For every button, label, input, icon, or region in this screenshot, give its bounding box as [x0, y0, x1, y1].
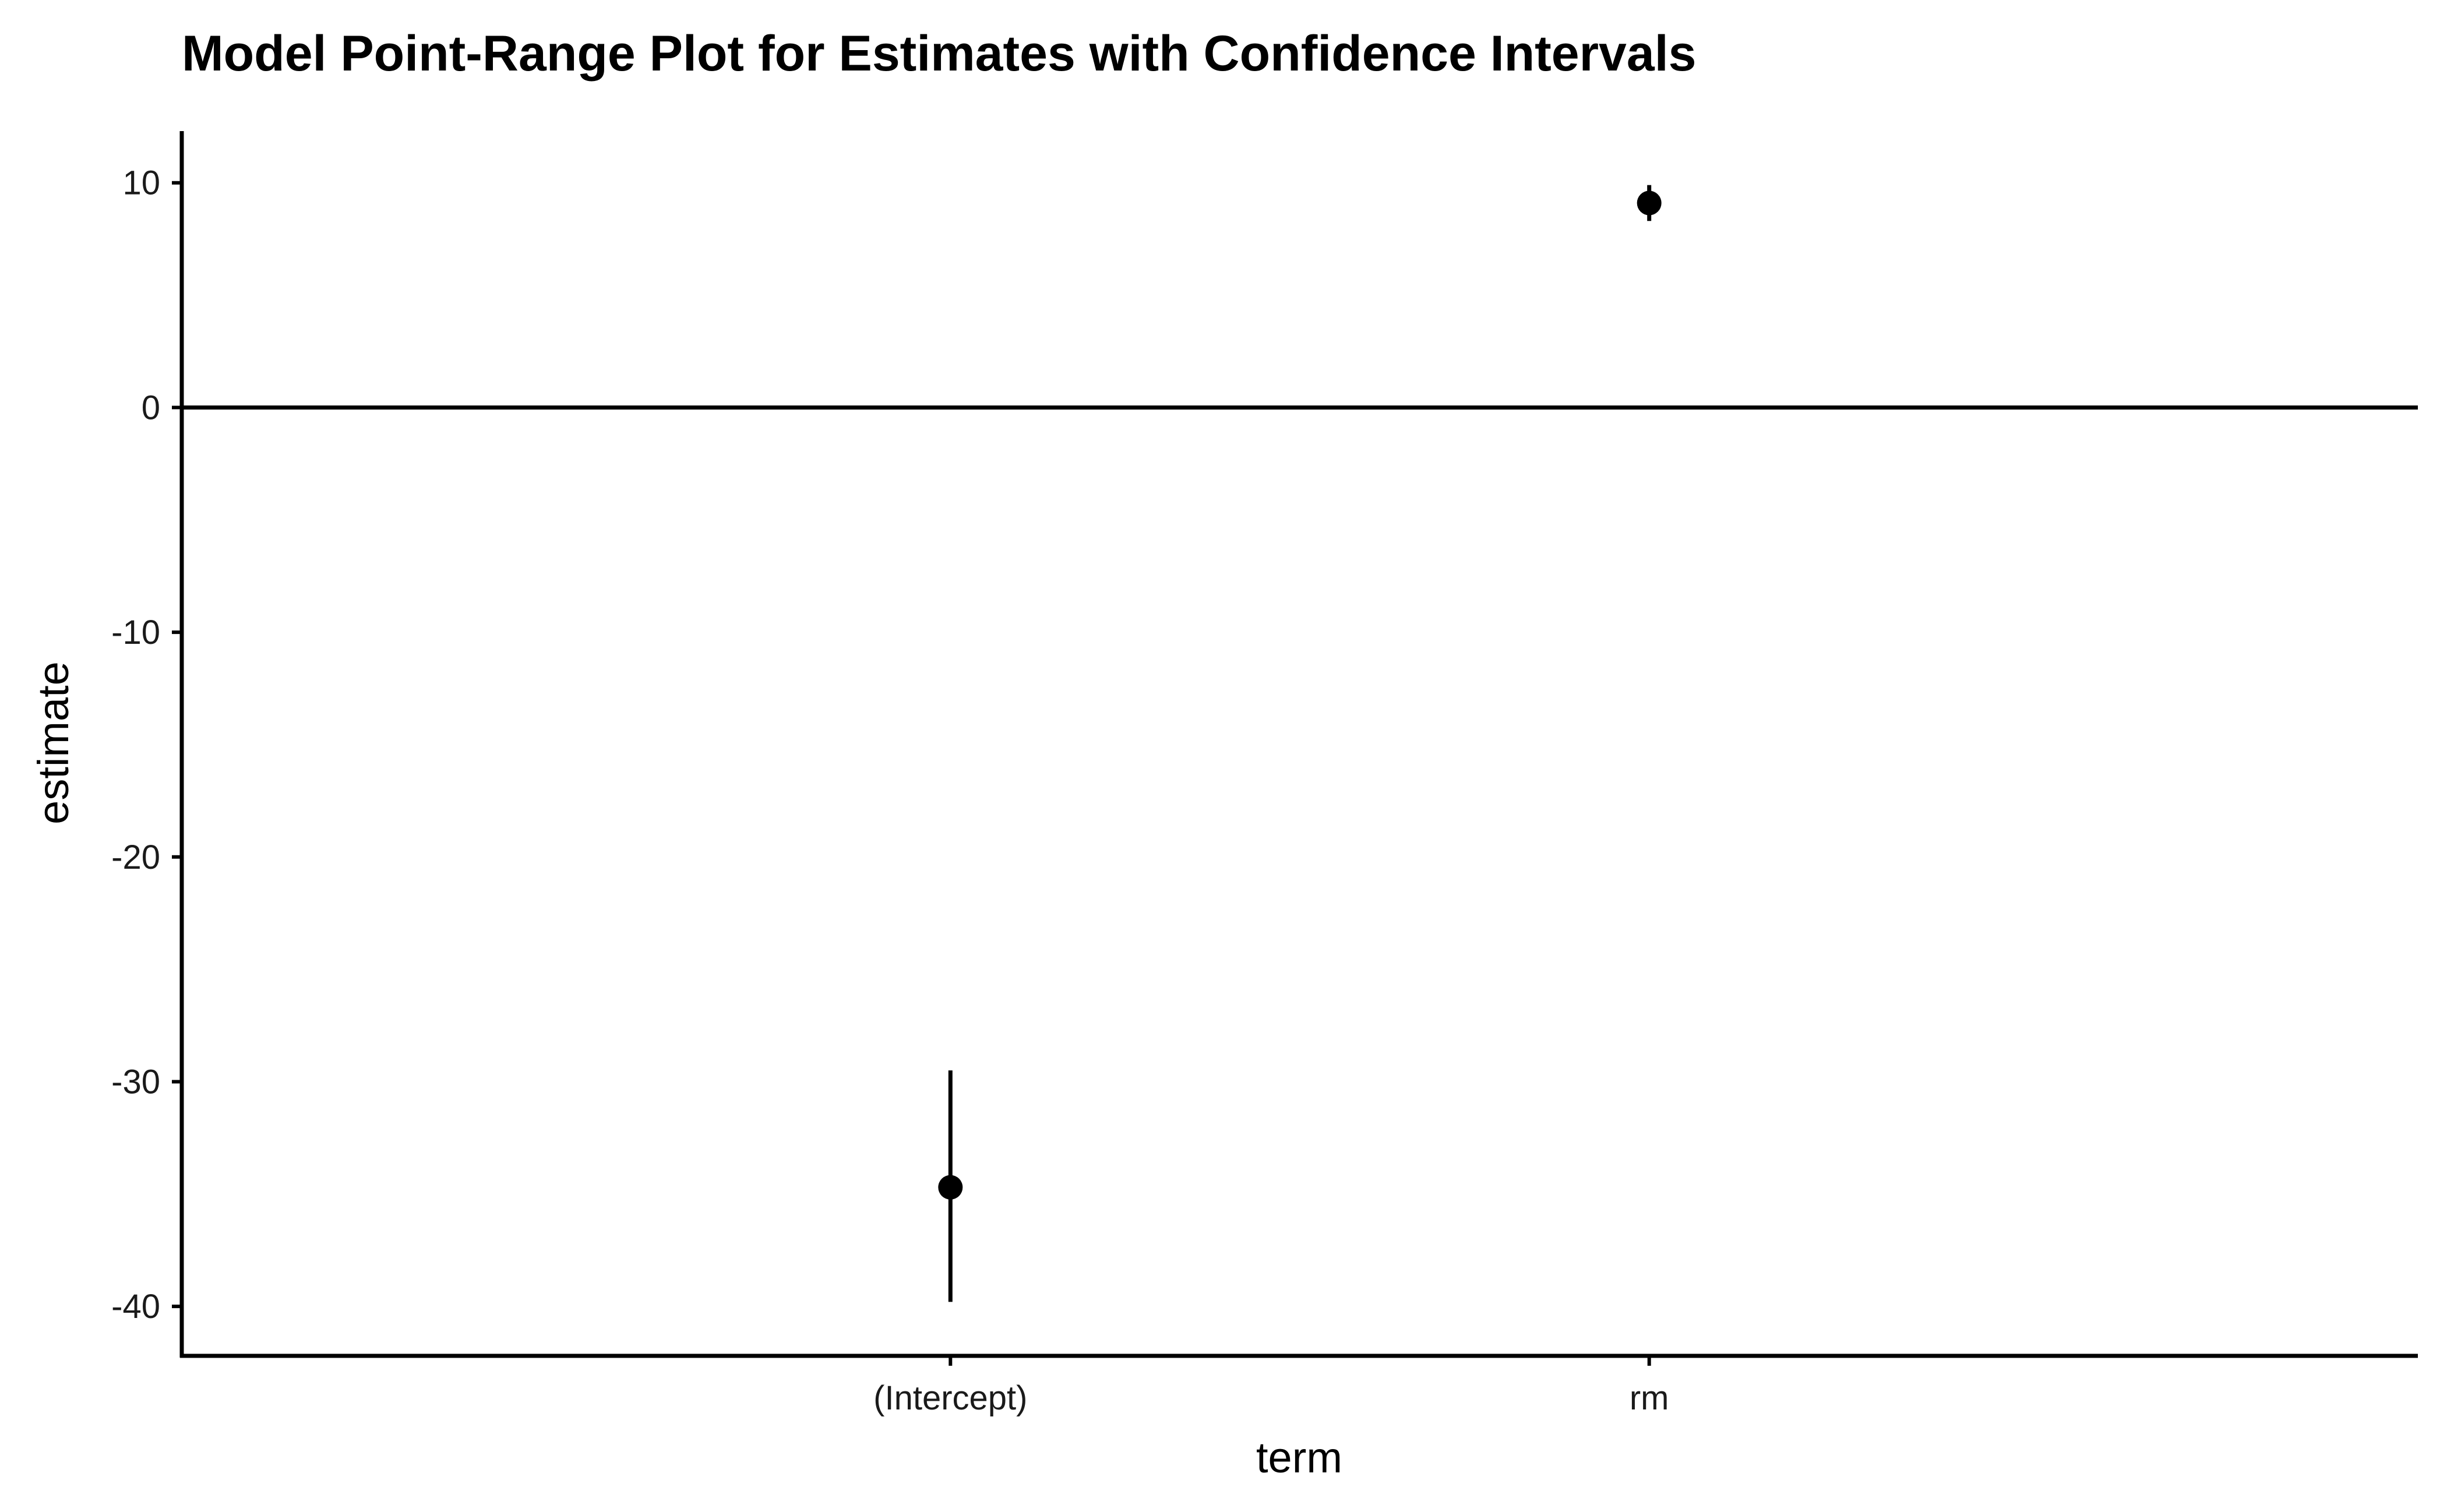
marks-layer: 10 0 -10 -20 -30 -40 (Intercept) rm: [111, 131, 2418, 1417]
x-tick-label: (Intercept): [873, 1379, 1027, 1417]
estimate-point-rm: [1637, 191, 1662, 216]
y-tick-label: -40: [111, 1288, 160, 1326]
x-axis-title: term: [1256, 1433, 1342, 1482]
y-tick-label: -20: [111, 838, 160, 876]
y-tick-label: -30: [111, 1063, 160, 1101]
y-tick-label: -10: [111, 614, 160, 651]
estimate-point-intercept: [938, 1175, 963, 1200]
x-tick-label: rm: [1630, 1379, 1669, 1417]
y-tick-label: 0: [142, 389, 160, 427]
y-tick-label: 10: [122, 164, 160, 202]
chart-title: Model Point-Range Plot for Estimates wit…: [182, 26, 1696, 82]
y-axis-title: estimate: [29, 661, 77, 824]
